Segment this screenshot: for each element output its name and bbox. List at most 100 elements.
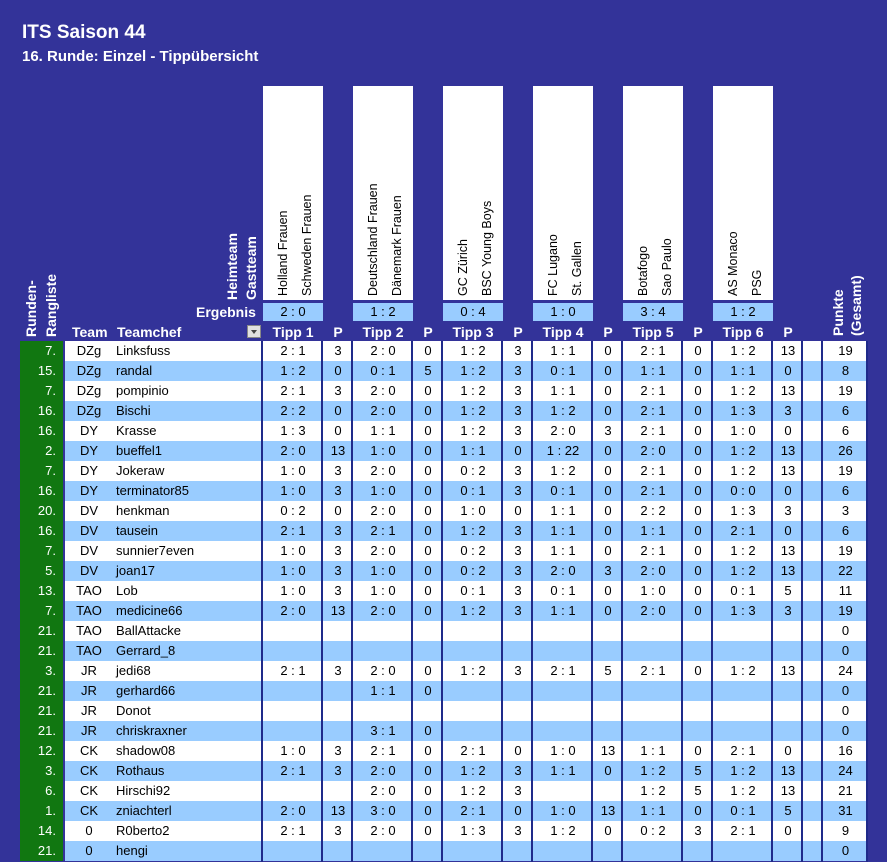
spacer-cell	[803, 761, 823, 781]
tipp-cell: 1 : 2	[443, 381, 503, 401]
tipp-column-header: Tipp 1	[272, 324, 314, 340]
teamchef-cell: R0berto2	[113, 821, 262, 841]
page-subtitle: 16. Runde: Einzel - Tippübersicht	[22, 48, 259, 65]
tipp-cell: 0 : 1	[533, 581, 593, 601]
tipp-cell: 1 : 0	[353, 561, 413, 581]
points-cell: 5	[773, 581, 803, 601]
total-points-cell: 31	[823, 801, 868, 821]
away-team-name: Schweden Frauen	[300, 194, 314, 296]
teamchef-cell: terminator85	[113, 481, 262, 501]
tipp-cell: 1 : 2	[443, 421, 503, 441]
team-cell: JR	[65, 701, 113, 721]
match-card	[353, 86, 413, 300]
points-cell	[503, 681, 533, 701]
team-cell: JR	[65, 681, 113, 701]
team-cell: DV	[65, 501, 113, 521]
column-divider	[531, 341, 533, 862]
points-cell: 0	[413, 521, 443, 541]
tipp-column-header: Tipp 2	[362, 324, 404, 340]
team-cell: DZg	[65, 341, 113, 361]
tipp-cell	[533, 681, 593, 701]
away-team-name: Dänemark Frauen	[390, 195, 404, 296]
tipp-cell: 0 : 1	[533, 481, 593, 501]
spacer-cell	[803, 521, 823, 541]
teamchef-cell: henkman	[113, 501, 262, 521]
teamchef-cell: tausein	[113, 521, 262, 541]
tipp-cell: 2 : 1	[713, 521, 773, 541]
team-cell: TAO	[65, 581, 113, 601]
points-cell	[503, 841, 533, 861]
points-cell: 0	[413, 381, 443, 401]
tipp-cell: 0 : 2	[263, 501, 323, 521]
teamchef-filter-dropdown-button[interactable]	[247, 325, 261, 338]
points-cell	[323, 621, 353, 641]
points-cell: 3	[503, 381, 533, 401]
points-cell: 0	[413, 441, 443, 461]
points-cell: 3	[503, 521, 533, 541]
tipp-cell: 0 : 1	[353, 361, 413, 381]
column-divider	[711, 341, 713, 862]
total-points-cell: 0	[823, 641, 868, 661]
tipp-cell	[443, 641, 503, 661]
points-cell: 13	[323, 601, 353, 621]
tipp-cell	[623, 701, 683, 721]
tipp-cell: 1 : 2	[713, 781, 773, 801]
points-cell: 3	[503, 461, 533, 481]
tipp-column-header: Tipp 5	[632, 324, 674, 340]
teamchef-cell: bueffel1	[113, 441, 262, 461]
rank-cell: 12.	[20, 741, 63, 761]
points-cell	[683, 681, 713, 701]
tipp-cell	[263, 641, 323, 661]
tipp-cell: 1 : 1	[533, 541, 593, 561]
teamchef-cell: medicine66	[113, 601, 262, 621]
column-divider	[261, 341, 263, 862]
tipp-cell	[443, 721, 503, 741]
points-cell: 0	[323, 421, 353, 441]
rank-cell: 7.	[20, 541, 63, 561]
tipp-cell: 1 : 1	[353, 681, 413, 701]
points-cell: 3	[503, 361, 533, 381]
team-cell: JR	[65, 661, 113, 681]
points-cell: 0	[683, 481, 713, 501]
tipp-cell: 2 : 0	[263, 441, 323, 461]
team-cell: CK	[65, 781, 113, 801]
tipp-cell: 2 : 1	[263, 661, 323, 681]
teamchef-cell: Hirschi92	[113, 781, 262, 801]
points-cell: 0	[413, 401, 443, 421]
points-cell: 0	[593, 581, 623, 601]
total-points-cell: 11	[823, 581, 868, 601]
tipp-cell: 1 : 2	[443, 601, 503, 621]
total-points-cell: 19	[823, 381, 868, 401]
tipp-cell: 1 : 3	[713, 501, 773, 521]
spacer-cell	[803, 781, 823, 801]
points-cell: 3	[323, 741, 353, 761]
points-cell: 13	[773, 761, 803, 781]
team-cell: DY	[65, 441, 113, 461]
points-cell	[503, 641, 533, 661]
punkte-label-1: Punkte	[830, 289, 846, 336]
tipp-cell: 1 : 2	[533, 821, 593, 841]
tipp-cell: 2 : 0	[353, 541, 413, 561]
tipp-cell	[263, 621, 323, 641]
rank-cell: 1.	[20, 801, 63, 821]
points-cell: 3	[323, 461, 353, 481]
teamchef-column-header: Teamchef	[117, 324, 182, 340]
points-cell: 0	[413, 661, 443, 681]
tipp-cell: 1 : 22	[533, 441, 593, 461]
total-points-cell: 0	[823, 701, 868, 721]
tipp-cell: 1 : 1	[623, 361, 683, 381]
points-cell: 0	[413, 761, 443, 781]
tipp-cell: 0 : 2	[623, 821, 683, 841]
tipp-cell: 1 : 2	[713, 461, 773, 481]
total-points-cell: 24	[823, 661, 868, 681]
tipp-cell: 1 : 0	[623, 581, 683, 601]
away-team-name: PSG	[750, 269, 764, 296]
column-divider	[501, 341, 503, 862]
tipp-cell: 0 : 2	[443, 541, 503, 561]
points-column-header: P	[513, 324, 523, 340]
tipp-cell: 1 : 2	[713, 381, 773, 401]
tipp-cell: 2 : 1	[263, 761, 323, 781]
